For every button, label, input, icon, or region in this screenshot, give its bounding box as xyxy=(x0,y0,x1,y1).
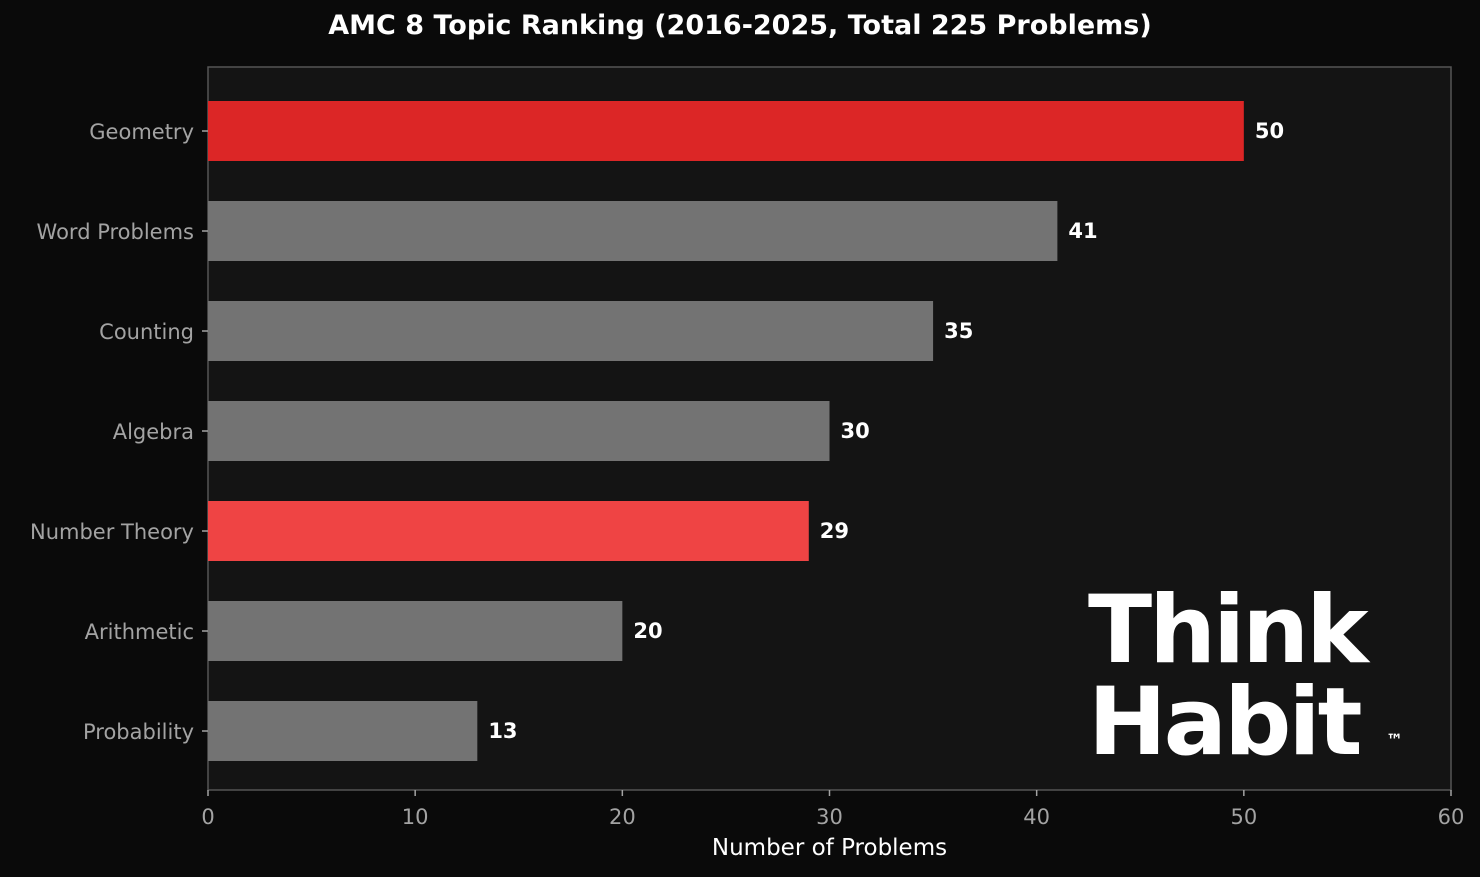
value-label: 20 xyxy=(633,619,662,643)
value-label: 35 xyxy=(944,319,973,343)
y-tick-label: Number Theory xyxy=(30,520,194,544)
logo-word-habit: Habit xyxy=(1088,668,1363,778)
y-tick-label: Arithmetic xyxy=(85,620,194,644)
y-tick-label: Probability xyxy=(83,720,194,744)
bar-counting xyxy=(208,301,934,361)
value-label: 41 xyxy=(1068,219,1097,243)
logo-word-think: Think xyxy=(1088,576,1369,685)
value-label: 13 xyxy=(488,719,517,743)
x-tick-label: 0 xyxy=(201,805,214,829)
bar-geometry xyxy=(208,101,1244,161)
x-axis-label: Number of Problems xyxy=(711,835,948,861)
x-tick-label: 60 xyxy=(1438,805,1465,829)
y-tick-label: Geometry xyxy=(89,120,194,144)
y-tick-label: Word Problems xyxy=(37,220,194,244)
bar-arithmetic xyxy=(208,601,623,661)
chart-title: AMC 8 Topic Ranking (2016-2025, Total 22… xyxy=(328,10,1152,41)
x-tick-label: 10 xyxy=(402,805,429,829)
bar-algebra xyxy=(208,401,830,461)
value-label: 29 xyxy=(820,519,849,543)
value-label: 50 xyxy=(1255,119,1284,143)
bar-probability xyxy=(208,701,478,761)
y-tick-label: Counting xyxy=(99,320,194,344)
trademark-mark: ™ xyxy=(1386,731,1403,751)
x-axis: 0 10 20 30 40 50 60 xyxy=(201,790,1464,829)
think-habit-logo: Think Habit ™ xyxy=(1088,576,1403,778)
x-tick-label: 30 xyxy=(816,805,843,829)
y-axis: Geometry Word Problems Counting Algebra Numb… xyxy=(30,120,208,744)
y-tick-label: Algebra xyxy=(113,420,194,444)
bar-number-theory xyxy=(208,501,809,561)
value-label: 30 xyxy=(841,419,870,443)
x-tick-label: 40 xyxy=(1023,805,1050,829)
value-labels-group: 50 41 35 30 29 20 13 xyxy=(488,119,1284,743)
x-tick-label: 50 xyxy=(1230,805,1257,829)
bars-group xyxy=(208,101,1244,761)
bar-word-problems xyxy=(208,201,1058,261)
x-tick-label: 20 xyxy=(609,805,636,829)
